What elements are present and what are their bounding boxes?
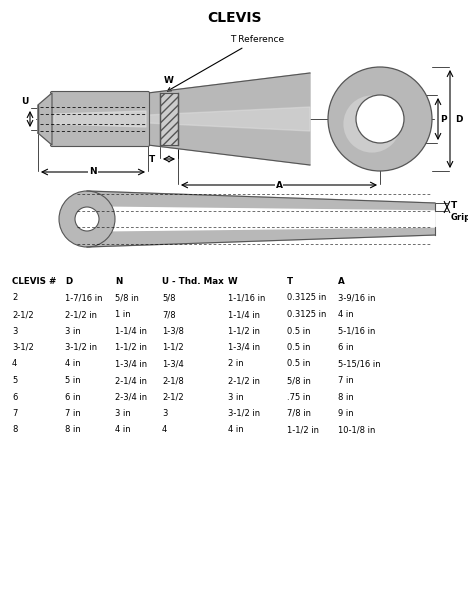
Text: 3-1/2 in: 3-1/2 in [65, 343, 97, 352]
Polygon shape [87, 191, 435, 247]
Text: 7/8 in: 7/8 in [287, 409, 311, 418]
Text: 4: 4 [162, 426, 167, 434]
Text: 7/8: 7/8 [162, 310, 176, 319]
Text: 10-1/8 in: 10-1/8 in [338, 426, 375, 434]
Text: 1-3/4 in: 1-3/4 in [228, 343, 260, 352]
Circle shape [356, 95, 404, 143]
Text: CLEVIS: CLEVIS [207, 11, 261, 25]
Polygon shape [87, 207, 435, 231]
Text: T Reference: T Reference [168, 35, 284, 91]
Text: 2-3/4 in: 2-3/4 in [115, 392, 147, 401]
Text: 5-15/16 in: 5-15/16 in [338, 359, 380, 368]
Text: 3-1/2 in: 3-1/2 in [228, 409, 260, 418]
Text: P: P [440, 114, 446, 124]
Text: 2-1/2 in: 2-1/2 in [228, 376, 260, 385]
Text: 8 in: 8 in [65, 426, 81, 434]
Text: .75 in: .75 in [287, 392, 311, 401]
Text: 0.5 in: 0.5 in [287, 343, 310, 352]
Polygon shape [38, 93, 52, 145]
Text: N: N [115, 277, 122, 286]
Text: 3-1/2: 3-1/2 [12, 343, 34, 352]
Text: 2-1/8: 2-1/8 [162, 376, 184, 385]
Text: 5: 5 [12, 376, 17, 385]
Text: 1-1/4 in: 1-1/4 in [115, 326, 147, 336]
Text: A: A [338, 277, 345, 286]
Text: D: D [455, 114, 462, 124]
Polygon shape [54, 111, 146, 127]
Polygon shape [148, 73, 310, 165]
Text: 4 in: 4 in [65, 359, 80, 368]
Circle shape [328, 67, 432, 171]
Text: 2 in: 2 in [228, 359, 244, 368]
Text: N: N [89, 167, 97, 177]
Text: 2-1/4 in: 2-1/4 in [115, 376, 147, 385]
Text: 5 in: 5 in [65, 376, 80, 385]
Text: U: U [22, 96, 29, 105]
Text: 1-1/2 in: 1-1/2 in [287, 426, 319, 434]
Text: 0.3125 in: 0.3125 in [287, 310, 326, 319]
Text: 3-9/16 in: 3-9/16 in [338, 294, 375, 303]
Circle shape [59, 191, 115, 247]
Text: U - Thd. Max: U - Thd. Max [162, 277, 224, 286]
Text: D: D [65, 277, 72, 286]
Text: 5-1/16 in: 5-1/16 in [338, 326, 375, 336]
Text: T: T [287, 277, 293, 286]
Text: 5/8 in: 5/8 in [115, 294, 139, 303]
FancyBboxPatch shape [51, 91, 149, 147]
Text: 1-3/4: 1-3/4 [162, 359, 184, 368]
Text: 0.5 in: 0.5 in [287, 359, 310, 368]
Text: T: T [451, 202, 457, 211]
Text: 9 in: 9 in [338, 409, 354, 418]
Text: 3 in: 3 in [115, 409, 131, 418]
Text: W: W [164, 76, 174, 85]
Text: 6: 6 [12, 392, 17, 401]
Text: 7 in: 7 in [65, 409, 81, 418]
Text: 2: 2 [12, 294, 17, 303]
Text: 3 in: 3 in [65, 326, 81, 336]
Text: 5/8: 5/8 [162, 294, 176, 303]
Circle shape [344, 96, 401, 153]
Bar [160, 93, 178, 145]
Text: A: A [276, 180, 283, 189]
Text: W: W [228, 277, 238, 286]
Text: 3: 3 [12, 326, 17, 336]
Text: 5/8 in: 5/8 in [287, 376, 311, 385]
Text: 1-1/4 in: 1-1/4 in [228, 310, 260, 319]
Text: 7: 7 [12, 409, 17, 418]
Text: 2-1/2: 2-1/2 [162, 392, 183, 401]
Text: 2-1/2 in: 2-1/2 in [65, 310, 97, 319]
Text: 4 in: 4 in [228, 426, 244, 434]
Text: 2-1/2: 2-1/2 [12, 310, 34, 319]
Text: 1 in: 1 in [115, 310, 131, 319]
Text: 3: 3 [162, 409, 168, 418]
Text: 4: 4 [12, 359, 17, 368]
Text: 1-1/2 in: 1-1/2 in [115, 343, 147, 352]
Polygon shape [148, 107, 310, 131]
Text: 7 in: 7 in [338, 376, 354, 385]
Text: 1-1/2: 1-1/2 [162, 343, 183, 352]
Text: 1-1/2 in: 1-1/2 in [228, 326, 260, 336]
Text: Grip: Grip [451, 213, 468, 222]
Text: 1-1/16 in: 1-1/16 in [228, 294, 265, 303]
Circle shape [75, 207, 99, 231]
Text: 1-3/8: 1-3/8 [162, 326, 184, 336]
Text: 8: 8 [12, 426, 17, 434]
Text: 1-3/4 in: 1-3/4 in [115, 359, 147, 368]
Text: T: T [149, 155, 155, 163]
Text: 4 in: 4 in [338, 310, 354, 319]
Text: 0.5 in: 0.5 in [287, 326, 310, 336]
Text: 0.3125 in: 0.3125 in [287, 294, 326, 303]
Text: CLEVIS #: CLEVIS # [12, 277, 56, 286]
Text: 8 in: 8 in [338, 392, 354, 401]
Text: 1-7/16 in: 1-7/16 in [65, 294, 102, 303]
Text: 4 in: 4 in [115, 426, 131, 434]
Text: 3 in: 3 in [228, 392, 244, 401]
Text: 6 in: 6 in [65, 392, 81, 401]
Text: 6 in: 6 in [338, 343, 354, 352]
